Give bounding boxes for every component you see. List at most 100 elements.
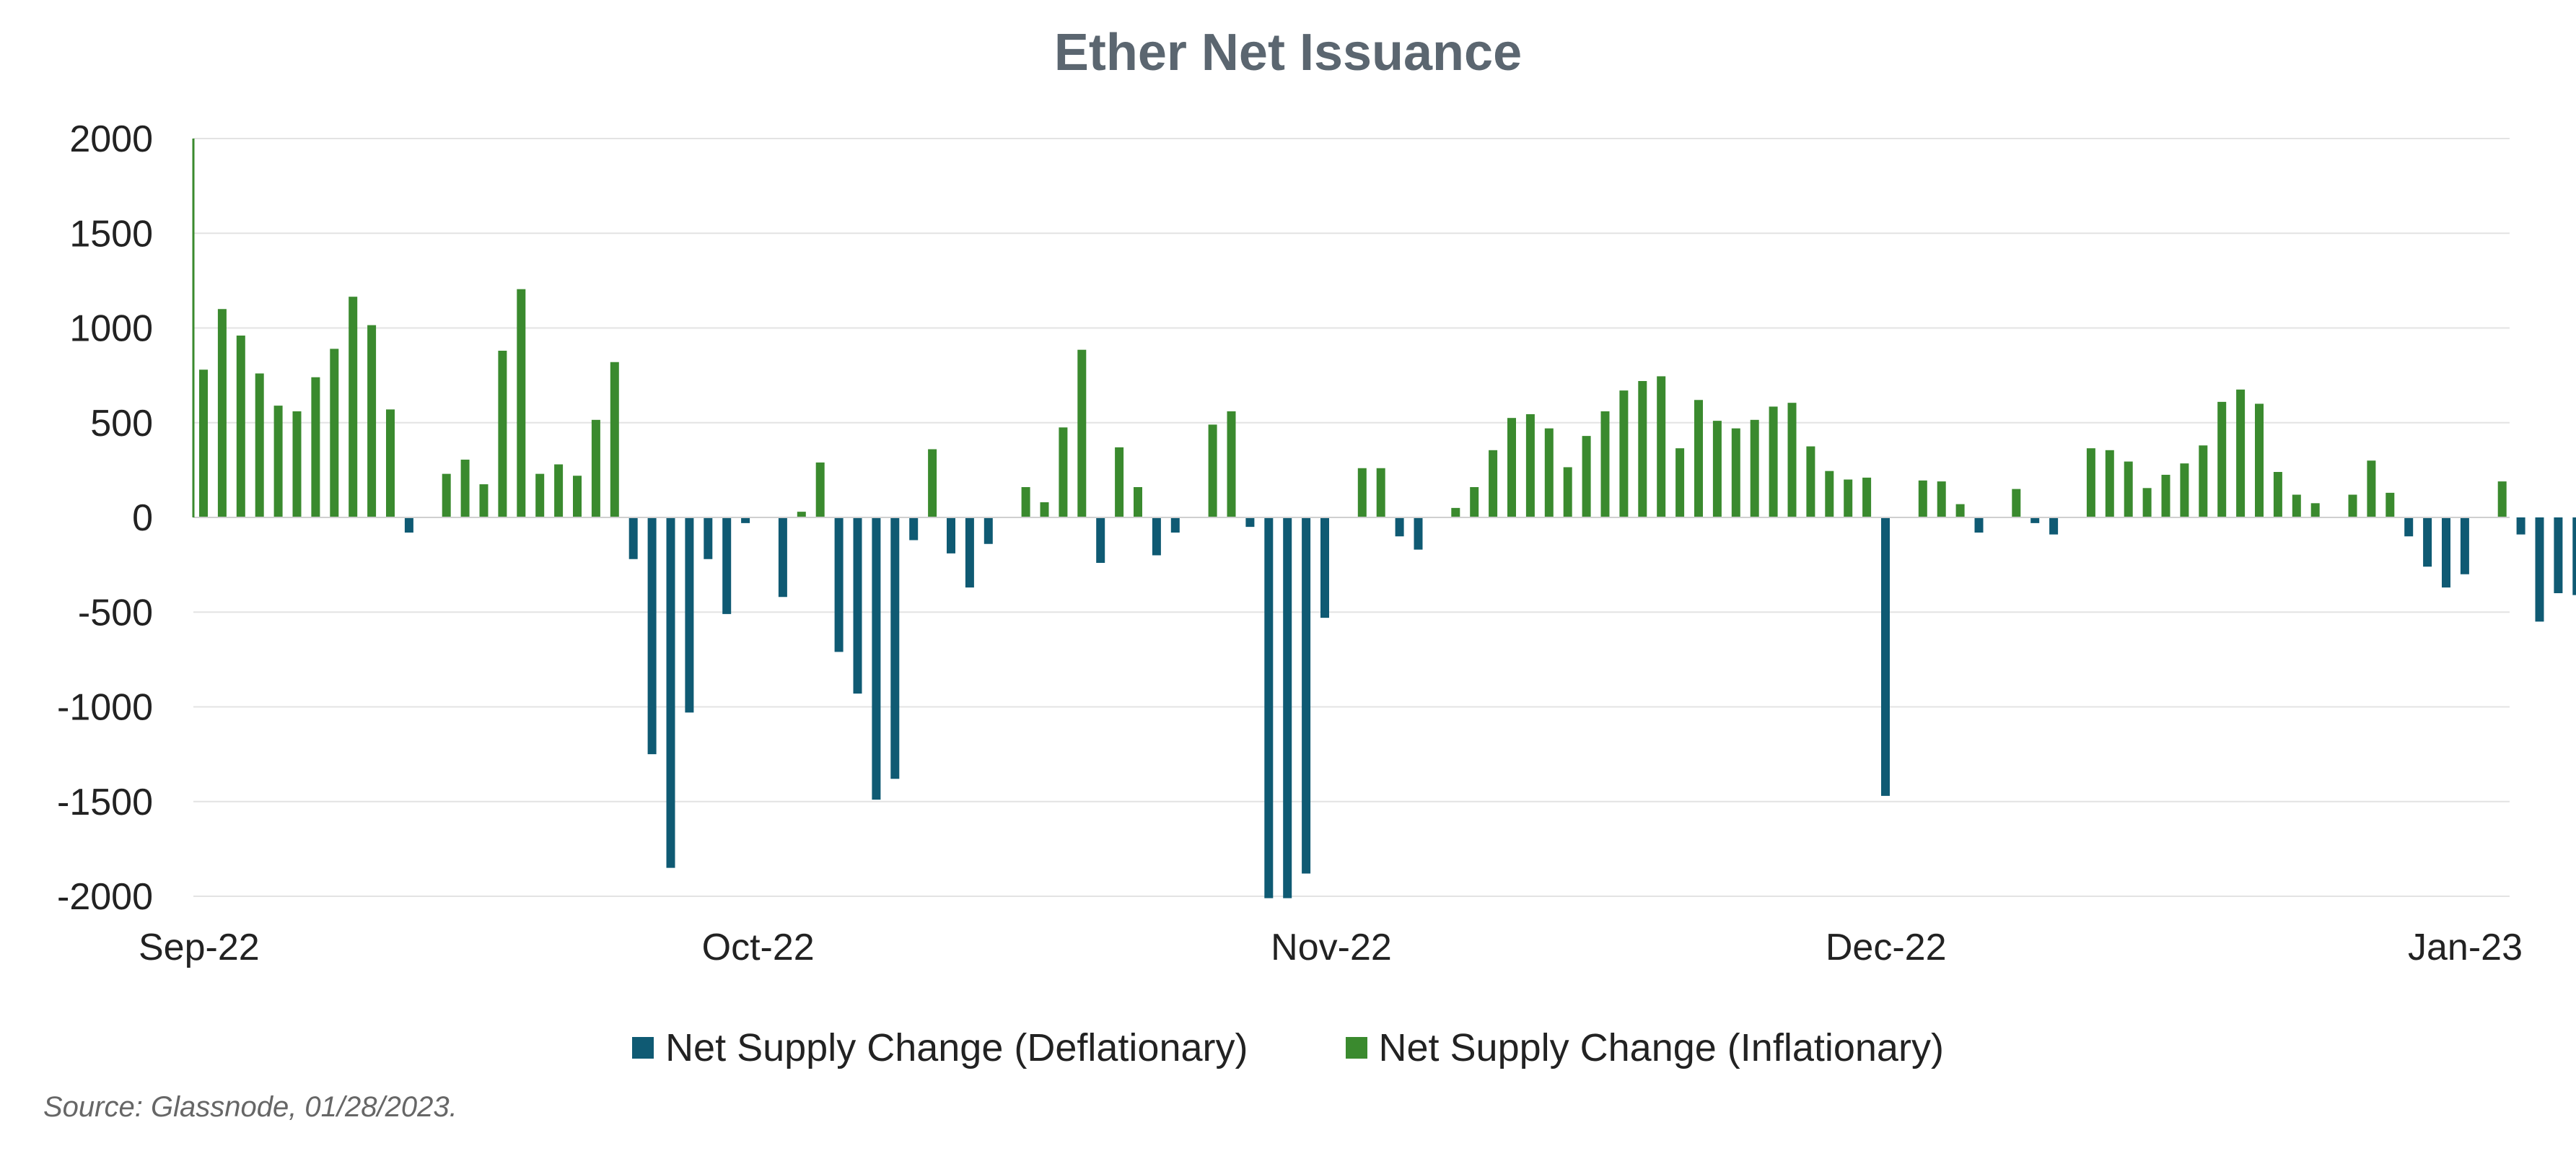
- bar-deflationary: [1152, 517, 1161, 556]
- bar-deflationary: [2049, 517, 2059, 535]
- bar-deflationary: [666, 517, 675, 868]
- bar-inflationary: [1059, 427, 1068, 517]
- y-tick-label: 1500: [69, 213, 153, 255]
- bar-inflationary: [1376, 468, 1385, 517]
- bar-inflationary: [797, 512, 806, 517]
- bar-inflationary: [1208, 424, 1217, 517]
- bar-inflationary: [928, 449, 937, 517]
- bar-deflationary: [1320, 517, 1329, 618]
- bar-deflationary: [834, 517, 844, 652]
- bar-deflationary: [1283, 517, 1292, 898]
- bar-inflationary: [236, 336, 245, 517]
- bar-inflationary: [1227, 411, 1236, 517]
- legend-label-deflationary: Net Supply Change (Deflationary): [665, 1026, 1248, 1069]
- bar-inflationary: [2199, 445, 2208, 517]
- grid-lines: [193, 138, 2510, 897]
- bar-deflationary: [404, 517, 413, 533]
- legend-swatch-deflationary: [632, 1037, 654, 1059]
- x-tick-label: Jan-23: [2408, 927, 2523, 968]
- bar-deflationary: [741, 517, 750, 523]
- bar-inflationary: [1507, 418, 1516, 517]
- bar-inflationary: [217, 309, 227, 517]
- bar-inflationary: [610, 362, 619, 517]
- y-tick-label: 2000: [69, 118, 153, 160]
- legend-item-deflationary: Net Supply Change (Deflationary): [632, 1025, 1248, 1070]
- bar-inflationary: [1731, 428, 1740, 517]
- bar-deflationary: [685, 517, 694, 713]
- bar-inflationary: [1862, 477, 1872, 517]
- bar-inflationary: [535, 473, 545, 517]
- bar-inflationary: [311, 377, 320, 517]
- bar-inflationary: [1563, 467, 1572, 517]
- y-tick-label: -1500: [57, 782, 153, 823]
- bar-inflationary: [1825, 471, 1834, 517]
- bar-inflationary: [1675, 448, 1685, 517]
- bar-deflationary: [2516, 517, 2525, 535]
- bar-deflationary: [704, 517, 713, 559]
- bar-inflationary: [1712, 421, 1722, 517]
- bar-inflationary: [442, 473, 451, 517]
- bar-deflationary: [1974, 517, 1984, 533]
- bar-inflationary: [1077, 349, 1087, 517]
- bar-inflationary: [1638, 381, 1647, 517]
- bar-inflationary: [1582, 436, 1591, 517]
- bar-deflationary: [1264, 517, 1274, 898]
- bar-deflationary: [2572, 517, 2576, 595]
- y-tick-label: 0: [132, 497, 153, 539]
- bar-inflationary: [554, 464, 564, 517]
- bar-inflationary: [1619, 390, 1629, 517]
- bar-deflationary: [1245, 517, 1255, 528]
- bar-inflationary: [1806, 446, 1815, 517]
- bar-inflationary: [815, 462, 825, 517]
- bar-inflationary: [1134, 487, 1142, 517]
- bar-inflationary: [1787, 403, 1797, 517]
- bar-inflationary: [273, 406, 283, 517]
- bar-inflationary: [2124, 461, 2133, 517]
- bar-inflationary: [2367, 460, 2376, 517]
- bar-inflationary: [1525, 413, 1535, 517]
- bar-deflationary: [853, 517, 862, 694]
- bar-deflationary: [947, 517, 955, 553]
- bar-inflationary: [479, 484, 489, 517]
- bar-inflationary: [1489, 450, 1498, 517]
- bar-deflationary: [722, 517, 732, 614]
- bar-inflationary: [460, 459, 470, 517]
- bar-inflationary: [2142, 488, 2152, 517]
- source-note: Source: Glassnode, 01/28/2023.: [43, 1091, 457, 1123]
- y-tick-label: 1000: [69, 308, 153, 350]
- bar-inflationary: [386, 409, 395, 517]
- bar-inflationary: [330, 349, 339, 517]
- bar-inflationary: [1657, 376, 1666, 517]
- x-tick-label: Nov-22: [1271, 927, 1392, 968]
- bar-deflationary: [1170, 517, 1180, 533]
- bar-inflationary: [2273, 472, 2282, 517]
- y-tick-label: 500: [90, 403, 153, 445]
- bar-inflationary: [2497, 481, 2507, 517]
- bar-inflationary: [1937, 481, 1946, 517]
- bar-deflationary: [2554, 517, 2563, 593]
- bar-inflationary: [2348, 494, 2357, 517]
- bar-inflationary: [2180, 463, 2189, 517]
- bar-inflationary: [1955, 504, 1965, 517]
- x-tick-label: Sep-22: [139, 927, 260, 968]
- x-tick-label: Dec-22: [1826, 927, 1947, 968]
- bar-deflationary: [2030, 517, 2040, 523]
- bar-inflationary: [199, 369, 208, 517]
- bar-deflationary: [909, 517, 919, 541]
- bar-deflationary: [1881, 517, 1890, 796]
- y-tick-label: -500: [78, 592, 153, 634]
- bar-inflationary: [2255, 403, 2264, 517]
- bar-inflationary: [1769, 406, 1778, 517]
- bar-inflationary: [2105, 450, 2114, 517]
- bar-inflationary: [2012, 489, 2021, 517]
- legend-item-inflationary: Net Supply Change (Inflationary): [1345, 1025, 1944, 1070]
- bar-inflationary: [1021, 487, 1030, 517]
- bar-inflationary: [2310, 503, 2320, 517]
- bar-deflationary: [1395, 517, 1404, 537]
- bar-deflationary: [2442, 517, 2450, 588]
- bar-inflationary: [1750, 419, 1759, 517]
- x-axis-ticks: Sep-22 Oct-22 Nov-22 Dec-22 Jan-23: [139, 927, 2523, 968]
- bar-inflationary: [1544, 428, 1554, 517]
- bar-inflationary: [2386, 492, 2395, 517]
